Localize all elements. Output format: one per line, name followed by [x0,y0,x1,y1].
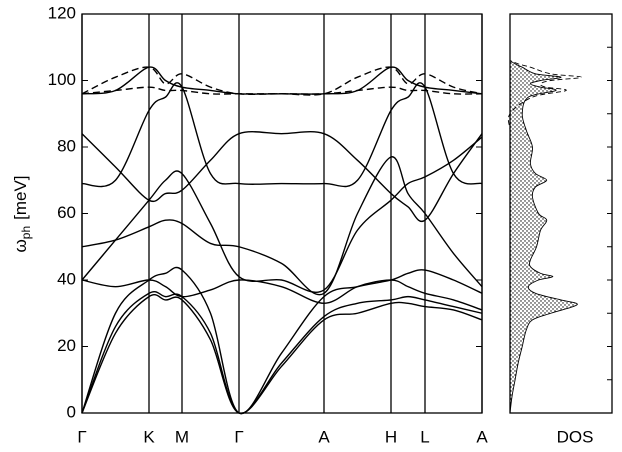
x-tick-label: L [420,427,429,446]
branch [81,294,483,414]
branch [81,279,483,311]
y-tick-label: 100 [48,70,76,89]
branch [81,131,483,223]
y-tick-label: 40 [57,269,76,288]
plot-frame [509,13,613,414]
branch [81,290,483,414]
y-tick-label: 0 [67,402,76,421]
y-tick-label: 20 [57,336,76,355]
plot-frame [81,13,483,414]
branch [81,156,483,296]
y-tick-label: 120 [48,3,76,22]
y-axis-label: ωph[meV] [11,175,33,252]
x-tick-label: Γ [77,427,86,446]
dos-curve [509,59,578,414]
branch [81,266,483,415]
x-tick-label: Γ [234,427,243,446]
x-tick-label: H [385,427,397,446]
branch [81,82,483,188]
y-tick-label: 60 [57,203,76,222]
x-axis-label: DOS [557,427,594,446]
branch [81,136,483,293]
x-tick-label: A [476,427,488,446]
y-tick-label: 80 [57,136,76,155]
branch [81,86,483,95]
x-tick-label: K [143,427,155,446]
x-tick-label: M [175,427,189,446]
x-tick-label: A [318,427,330,446]
